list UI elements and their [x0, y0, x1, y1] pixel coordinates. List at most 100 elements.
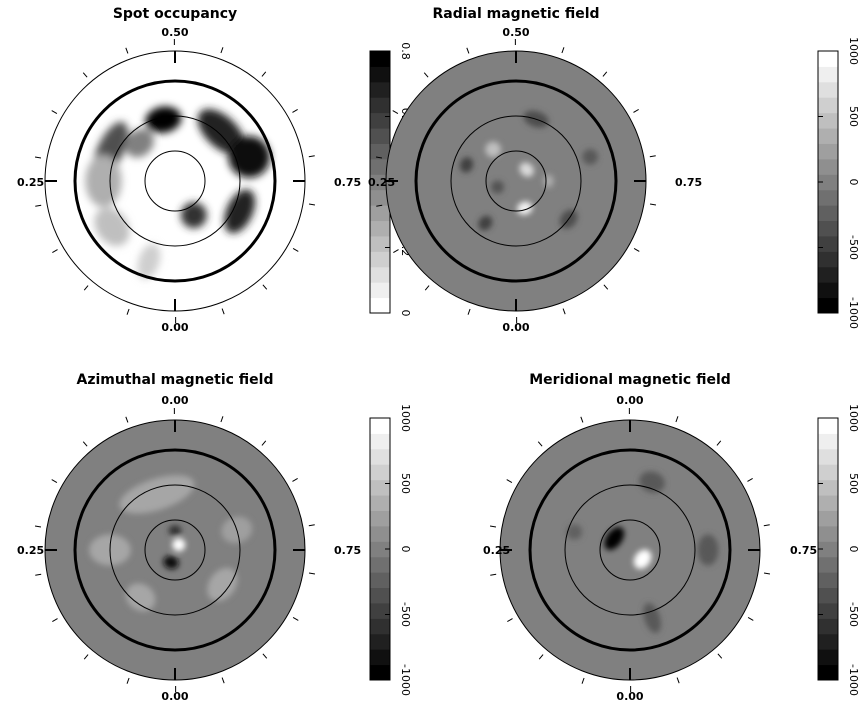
latitude-circle — [144, 519, 206, 581]
colorbar-step — [818, 495, 838, 511]
colorbar-tick-label: 0 — [399, 310, 412, 317]
field-region — [519, 162, 534, 177]
observation-mark — [375, 156, 383, 159]
colorbar-step — [818, 81, 838, 98]
observation-mark — [467, 308, 471, 315]
phase-label-bottom: 0.00 — [616, 690, 643, 703]
phase-label-left: 0.25 — [368, 176, 395, 189]
chart-panel: Meridional magnetic field 0.00 0.00 0.25 0.7… — [483, 372, 859, 703]
observation-mark — [126, 308, 130, 315]
observation-mark — [52, 249, 58, 253]
colorbar-step — [370, 479, 390, 496]
observation-mark — [261, 71, 267, 77]
field-region — [491, 180, 505, 194]
field-region — [137, 243, 161, 280]
latitude-circle — [564, 484, 696, 616]
observation-mark — [423, 72, 429, 78]
observation-mark — [262, 284, 268, 290]
latitude-circle — [485, 150, 547, 212]
field-region — [478, 215, 493, 231]
chart-title: Radial magnetic field — [432, 6, 599, 22]
phase-label-right: 0.75 — [334, 544, 361, 557]
observation-mark — [262, 653, 268, 659]
observation-mark — [580, 416, 584, 423]
observation-mark — [489, 525, 497, 528]
observation-mark — [261, 440, 267, 446]
colorbar-tick-label: -1000 — [399, 664, 412, 696]
colorbar-step — [818, 158, 838, 175]
colorbar-step — [818, 205, 838, 222]
latitude-circle — [109, 115, 241, 247]
observation-mark — [35, 573, 42, 576]
colorbar-step — [370, 618, 390, 635]
colorbar-step — [818, 418, 838, 434]
observation-mark — [308, 524, 315, 527]
colorbar-step — [370, 251, 390, 268]
colorbar-step — [370, 495, 390, 511]
colorbar-tick-label: 0 — [847, 179, 859, 186]
observation-mark — [507, 618, 513, 622]
colorbar-step — [818, 97, 838, 114]
colorbar-step — [370, 128, 390, 144]
colorbar-step — [818, 220, 838, 237]
phase-label-right: 0.75 — [675, 176, 702, 189]
observation-mark — [763, 524, 770, 527]
phase-label-bottom: 0.00 — [161, 690, 188, 703]
colorbar-step — [818, 556, 838, 573]
observation-mark — [603, 284, 609, 290]
phase-label-left: 0.25 — [17, 176, 44, 189]
phase-label-top: 0.50 — [161, 26, 188, 39]
field-region — [168, 525, 182, 536]
observation-mark — [376, 204, 383, 207]
field-region — [582, 149, 598, 165]
chart-panel: Spot occupancy0.500.000.250.7500.20.40.6… — [17, 6, 412, 334]
equator-circle — [414, 79, 618, 283]
colorbar-step — [818, 433, 838, 450]
colorbar-step — [370, 664, 390, 681]
colorbar-step — [370, 189, 390, 206]
colorbar-step — [818, 633, 838, 650]
observation-mark — [34, 525, 42, 528]
colorbar-step — [818, 297, 838, 314]
chart-panel: Radial magnetic field 0.50 0.00 0.25 0.75 -10… — [368, 6, 859, 334]
field-region — [172, 538, 186, 552]
colorbar-step — [370, 297, 390, 314]
equator-circle — [528, 448, 732, 652]
colorbar-step — [818, 128, 838, 144]
colorbar-step — [370, 266, 390, 283]
chart-title: Azimuthal magnetic field — [77, 372, 274, 388]
colorbar-step — [370, 174, 390, 191]
observation-mark — [51, 479, 58, 483]
colorbar-step — [818, 51, 838, 67]
phase-label-top: 0.50 — [502, 26, 529, 39]
field-region — [85, 155, 122, 207]
colorbar-step — [818, 664, 838, 681]
colorbar-step — [370, 97, 390, 114]
colorbar-tick-label: 0 — [399, 546, 412, 553]
colorbar-step — [818, 112, 838, 129]
field-region — [459, 157, 474, 173]
observation-mark — [506, 479, 513, 483]
observation-mark — [562, 308, 566, 315]
colorbar-step — [818, 174, 838, 191]
colorbar-step — [370, 464, 390, 481]
observation-mark — [747, 617, 754, 621]
field-region — [207, 567, 238, 602]
observation-mark — [633, 248, 640, 252]
observation-mark — [125, 47, 129, 54]
observation-mark — [83, 285, 89, 291]
colorbar-step — [370, 433, 390, 450]
latitude-circle — [109, 484, 241, 616]
equator-circle — [73, 448, 277, 652]
observation-mark — [35, 204, 42, 207]
colorbar-step — [370, 418, 390, 434]
colorbar-step — [370, 448, 390, 465]
colorbar-step — [818, 525, 838, 542]
observation-mark — [292, 478, 298, 482]
observation-mark — [716, 440, 722, 446]
observation-mark — [392, 110, 399, 114]
observation-mark — [292, 617, 299, 621]
field-region — [485, 141, 501, 158]
colorbar-tick-label: 500 — [847, 473, 859, 494]
